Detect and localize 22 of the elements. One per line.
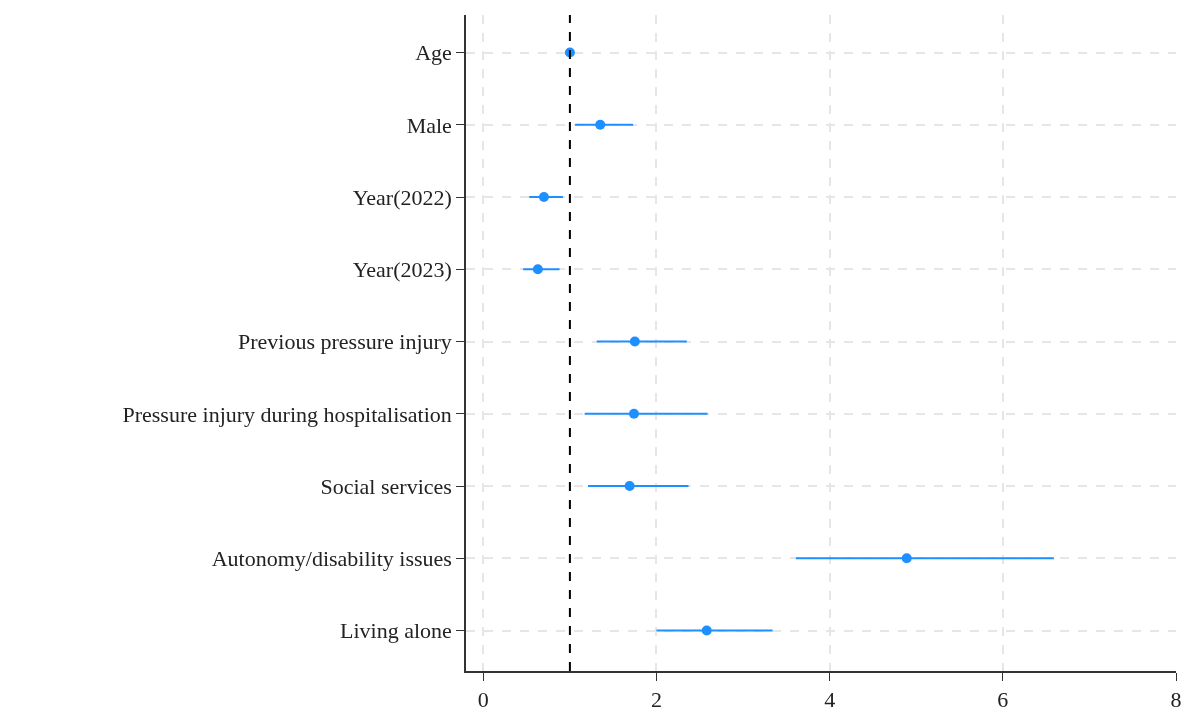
- point: [538, 192, 549, 203]
- y-tick-label: Pressure injury during hospitalisation: [122, 401, 452, 427]
- x-tick-label: 8: [1170, 687, 1182, 713]
- y-tick-label: Male: [406, 112, 452, 138]
- point: [628, 408, 639, 419]
- x-tick-label: 0: [477, 687, 489, 713]
- y-tick-label: Year(2023): [352, 257, 452, 283]
- point: [629, 336, 640, 347]
- point: [901, 553, 912, 564]
- point: [701, 625, 712, 636]
- y-tick-label: Year(2022): [352, 184, 452, 210]
- y-tick-label: Living alone: [340, 618, 452, 644]
- point: [595, 119, 606, 130]
- y-tick-label: Social services: [320, 473, 452, 499]
- y-tick-label: Age: [415, 40, 452, 66]
- y-tick-label: Previous pressure injury: [237, 329, 452, 355]
- x-tick-label: 4: [824, 687, 836, 713]
- point: [624, 481, 635, 492]
- x-tick-label: 6: [997, 687, 1009, 713]
- point: [532, 264, 543, 275]
- x-tick-label: 2: [650, 687, 662, 713]
- y-tick-label: Autonomy/disability issues: [211, 546, 452, 571]
